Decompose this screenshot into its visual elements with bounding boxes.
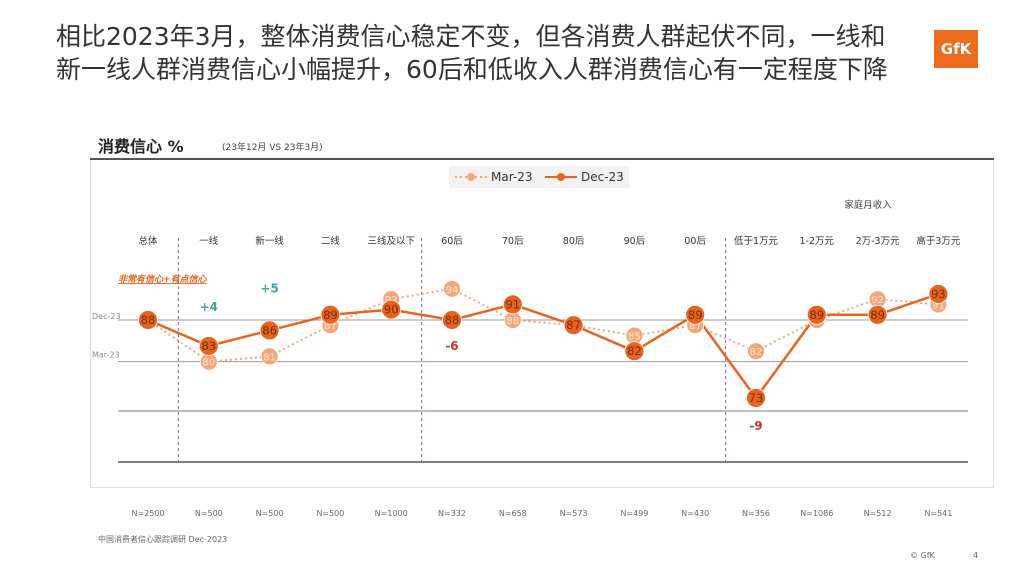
change-annotation: +4 xyxy=(200,300,218,314)
band-label: 非常有信心+有点信心 xyxy=(118,274,208,285)
data-label-dec23: 93 xyxy=(931,287,946,301)
legend-box xyxy=(449,166,629,188)
change-annotation: +5 xyxy=(260,281,278,295)
data-point-dec23 xyxy=(563,315,584,336)
data-label-dec23: 83 xyxy=(201,339,216,353)
series-line-dec23 xyxy=(147,292,939,401)
sample-size-label: N=1086 xyxy=(800,509,833,518)
data-point-dec23 xyxy=(746,388,766,408)
category-label: 70后 xyxy=(502,236,524,247)
data-label-dec23: 89 xyxy=(688,308,703,322)
sample-size-label: N=2500 xyxy=(131,509,164,518)
data-label-dec23: 91 xyxy=(505,297,520,311)
data-label-dec23: 82 xyxy=(627,344,642,358)
chart-top-rule xyxy=(90,158,994,160)
category-label: 高于3万元 xyxy=(916,235,961,247)
data-label-mar23: 87 xyxy=(324,321,337,332)
sample-size-label: N=500 xyxy=(195,509,223,518)
sample-size-label: N=500 xyxy=(316,509,344,518)
data-point-dec23 xyxy=(138,310,158,330)
category-label: 三线及以下 xyxy=(367,235,415,247)
ref-label-dec23: Dec-23 xyxy=(92,312,121,321)
category-label: 新一线 xyxy=(255,235,284,247)
legend-label-dec23: Dec-23 xyxy=(581,170,624,184)
category-label: 一线 xyxy=(199,235,219,247)
sample-size-label: N=332 xyxy=(438,509,466,518)
data-label-mar23: 81 xyxy=(263,352,276,363)
data-point-dec23 xyxy=(624,341,645,362)
data-label-mar23: 94 xyxy=(446,285,459,296)
sample-size-label: N=658 xyxy=(499,509,527,518)
sample-size-label: N=573 xyxy=(560,509,588,518)
data-point-dec23 xyxy=(442,310,462,330)
ref-label-mar23: Mar-23 xyxy=(92,351,120,360)
copyright: © GfK xyxy=(910,551,935,560)
category-label: 二线 xyxy=(321,235,341,247)
data-label-mar23: 92 xyxy=(871,295,884,306)
category-label: 1-2万元 xyxy=(800,236,835,247)
sample-size-label: N=512 xyxy=(864,509,892,518)
data-point-mar23 xyxy=(260,347,279,366)
legend-label-mar23: Mar-23 xyxy=(491,170,532,184)
change-annotation: -9 xyxy=(749,419,762,433)
data-point-dec23 xyxy=(198,336,219,356)
data-label-mar23: 87 xyxy=(689,321,702,332)
data-point-dec23 xyxy=(502,294,523,315)
data-label-dec23: 73 xyxy=(749,391,764,405)
category-label: 80后 xyxy=(563,236,585,247)
chart-title: 消费信心 % xyxy=(98,137,184,156)
data-point-dec23 xyxy=(928,284,949,304)
legend-marker-dec23 xyxy=(557,173,565,181)
data-label-mar23: 91 xyxy=(932,300,945,311)
legend-marker-mar23 xyxy=(467,173,475,181)
data-label-mar23: 85 xyxy=(628,332,641,343)
category-label: 60后 xyxy=(441,236,463,247)
data-point-dec23 xyxy=(867,304,888,325)
change-annotation: -6 xyxy=(445,339,458,353)
data-label-dec23: 87 xyxy=(566,318,581,332)
category-label: 2万-3万元 xyxy=(856,236,901,247)
source-note: 中国消费者信心跟踪调研 Dec-2023 xyxy=(98,535,228,544)
sample-size-label: N=1000 xyxy=(375,509,408,518)
data-point-dec23 xyxy=(259,320,280,341)
category-label: 00后 xyxy=(684,236,706,247)
data-label-mar23: 82 xyxy=(750,347,763,358)
data-point-dec23 xyxy=(806,304,827,325)
category-label: 低于1万元 xyxy=(734,235,779,247)
sample-size-label: N=499 xyxy=(620,509,648,518)
group-label-income: 家庭月收入 xyxy=(844,199,892,211)
sample-size-label: N=541 xyxy=(924,509,952,518)
data-label-dec23: 89 xyxy=(809,308,824,322)
page-number: 4 xyxy=(973,551,979,560)
data-label-dec23: 88 xyxy=(141,313,156,327)
gfk-logo: GfK xyxy=(934,30,978,68)
data-label-mar23: 88 xyxy=(506,316,519,327)
series-line-mar23 xyxy=(147,287,939,363)
category-label: 总体 xyxy=(138,235,158,247)
data-label-dec23: 86 xyxy=(262,323,277,337)
sample-size-label: N=430 xyxy=(681,509,709,518)
data-point-mar23 xyxy=(747,342,765,361)
data-label-dec23: 88 xyxy=(445,313,460,327)
data-label-dec23: 89 xyxy=(870,308,885,322)
category-label: 90后 xyxy=(624,236,646,247)
chart-subtitle: (23年12月 VS 23年3月) xyxy=(222,143,323,153)
data-label-mar23: 80 xyxy=(202,358,215,369)
slide-title: 相比2023年3月，整体消费信心稳定不变，但各消费人群起伏不同，一线和新一线人群… xyxy=(56,22,888,84)
data-label-dec23: 90 xyxy=(384,303,399,317)
data-label-dec23: 89 xyxy=(323,308,338,322)
sample-size-label: N=500 xyxy=(256,509,284,518)
data-point-mar23 xyxy=(443,279,461,298)
data-point-dec23 xyxy=(685,304,706,325)
data-point-dec23 xyxy=(320,304,341,325)
data-point-dec23 xyxy=(381,299,402,320)
sample-size-label: N=356 xyxy=(742,509,770,518)
